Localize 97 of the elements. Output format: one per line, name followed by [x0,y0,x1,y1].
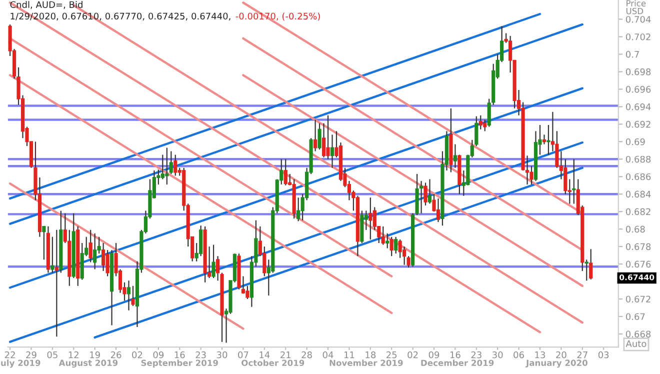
x-tick-label: 14 [260,352,270,358]
candlestick [330,134,334,168]
text: November 2019 [330,360,403,366]
candlestick [381,226,385,246]
x-tick-label: 12 [68,351,78,358]
candlestick [584,259,588,282]
annotation: -0.00170, (-0.25%) [236,12,320,21]
candlestick [478,114,482,130]
x-tick-label: 07 [238,351,248,358]
candlestick [386,232,390,249]
candlestick [542,134,546,145]
y-tick-label: 0.676 [626,260,651,268]
candlestick [589,248,593,280]
x-tick-label: 30 [492,351,503,358]
candlestick [174,154,178,176]
x-tick-label: 25 [386,351,397,358]
x-tick-label: 27 [577,351,588,358]
candlestick [368,197,372,240]
x-tick-label: 09 [428,351,440,358]
candlestick [419,180,424,214]
x-tick-label: 04 [322,351,334,358]
y-tick-label: 0.692 [626,120,650,128]
candlestick [436,198,440,223]
x-tick-label: 19 [90,351,100,358]
y-tick-label: 0.704 [626,16,651,23]
x-tick-label: 30 [216,351,228,358]
candlestick [394,236,398,254]
x-tick-label: 03 [598,351,609,358]
candlestick [160,154,164,180]
candlestick [54,229,58,338]
y-tick-label: 0.694 [626,103,651,110]
x-tick-label: 06 [514,351,524,358]
x-tick-label: 23 [196,351,206,358]
candlestick [199,225,203,257]
x-tick-label: 21 [280,351,291,358]
text: August 2019 [58,360,118,368]
x-tick-label: 26 [110,351,122,358]
candlestick [453,144,457,168]
candlestick [93,232,97,270]
candlestick [428,178,432,204]
y-tick-label: 0.688 [626,156,651,163]
x-tick-label: 05 [47,351,58,358]
candlestick [474,116,478,147]
candlestick [313,119,318,152]
annotation: 1/29/2020, 0.67610, 0.67770, 0.67425, 0.67440, [10,12,230,20]
candlestick [102,242,106,272]
candlestick [212,244,216,279]
x-tick-label: 02 [408,351,418,358]
x-tick-label: 28 [302,351,312,358]
candlestick [88,229,92,263]
x-tick-label: 29 [26,351,36,358]
y-tick-label: 0.686 [626,173,651,180]
candlestick [572,158,576,204]
y-tick-label: 0.68 [626,226,645,233]
y-tick-label: 0.668 [626,330,651,338]
y-axis-title: Price USD [626,0,646,14]
x-tick-label: 22 [4,351,15,358]
x-tick-label: 02 [132,351,142,358]
candlestick [322,122,326,158]
x-tick-label: 18 [366,351,376,358]
y-tick-label: 0.7 [626,50,639,58]
candlestick [390,236,394,257]
chart-title: Cndl, AUD=, Bid [10,1,82,9]
y-tick-label: 0.702 [626,33,650,40]
text: October 2019 [242,360,304,366]
y-tick-label: 0.698 [626,68,651,76]
y-tick-label: 0.678 [626,243,651,250]
candlestick [326,114,330,160]
x-tick-label: 16 [450,351,460,358]
candlestick [564,158,568,195]
y-tick-label: 0.684 [626,190,651,198]
text: uly 2019 [1,360,40,368]
candlestick [50,236,54,274]
text: Auto [626,340,646,348]
candlestick [284,158,288,186]
candlestick [296,197,300,222]
candlestick [406,256,410,268]
candlestick [126,280,131,311]
text: December 2019 [421,360,494,366]
x-tick-label: 13 [535,351,546,358]
x-tick-label: 09 [153,351,164,358]
x-tick-label: 20 [556,351,566,358]
text: January 2020 [526,360,588,368]
y-tick-label: 0.696 [626,86,651,93]
x-tick-label: 11 [344,352,354,358]
text: September 2019 [141,360,218,368]
candlestick [398,238,402,258]
y-tick-label: 0.682 [626,208,650,216]
candlestick [169,150,173,175]
x-tick-label: 16 [174,351,185,358]
candlestick [246,285,250,300]
candlestick [483,119,487,132]
y-tick-label: 0.672 [626,296,650,303]
x-tick-label: 23 [471,351,482,358]
y-tick-label: 0.67 [626,313,645,320]
candlestick [165,147,169,186]
y-tick-label: 0.69 [626,138,645,146]
